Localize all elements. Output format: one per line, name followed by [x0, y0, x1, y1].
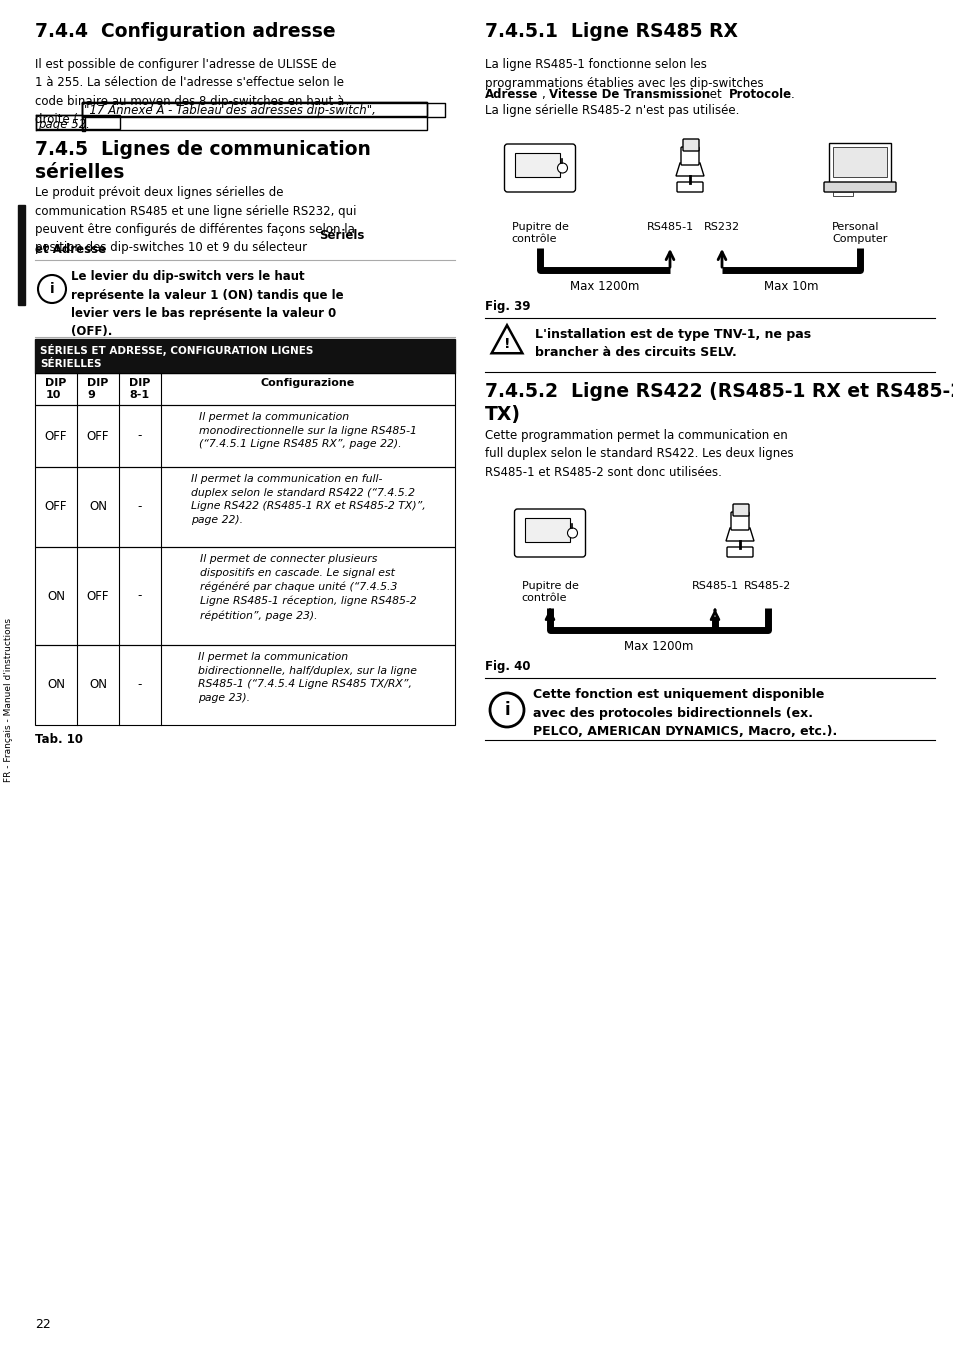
Text: Configurazione: Configurazione — [260, 378, 355, 389]
Text: DIP
8-1: DIP 8-1 — [130, 378, 151, 401]
Text: RS485-2: RS485-2 — [743, 581, 791, 590]
Text: "17 Annexe A - Tableau des adresses dip-switch",: "17 Annexe A - Tableau des adresses dip-… — [84, 104, 375, 116]
Text: OFF: OFF — [45, 501, 67, 513]
Text: Il permet la communication en full-
duplex selon le standard RS422 (“7.4.5.2
Lig: Il permet la communication en full- dupl… — [191, 474, 425, 525]
Polygon shape — [676, 162, 703, 176]
Bar — [832, 192, 852, 196]
Text: SÉRIELS ET ADRESSE, CONFIGURATION LIGNES
SÉRIELLES: SÉRIELS ET ADRESSE, CONFIGURATION LIGNES… — [40, 344, 313, 370]
Text: -: - — [137, 501, 142, 513]
Text: ON: ON — [89, 501, 107, 513]
Text: Tab. 10: Tab. 10 — [35, 733, 83, 746]
Text: 7.4.5.1  Ligne RS485 RX: 7.4.5.1 Ligne RS485 RX — [484, 22, 738, 41]
Text: RS485-1: RS485-1 — [691, 581, 738, 590]
Text: 7.4.5  Lignes de communication
sérielles: 7.4.5 Lignes de communication sérielles — [35, 139, 371, 181]
Text: Il permet de connecter plusieurs
dispositifs en cascade. Le signal est
régénéré : Il permet de connecter plusieurs disposi… — [199, 554, 416, 620]
Text: Le produit prévoit deux lignes sérielles de
communication RS485 et une ligne sér: Le produit prévoit deux lignes sérielles… — [35, 185, 356, 255]
Text: ).: ). — [81, 118, 90, 131]
Bar — [515, 153, 560, 177]
FancyBboxPatch shape — [504, 144, 575, 192]
Text: Pupitre de
contrôle: Pupitre de contrôle — [521, 581, 578, 604]
Text: Max 1200m: Max 1200m — [570, 280, 639, 292]
Text: .: . — [790, 88, 794, 102]
FancyBboxPatch shape — [514, 509, 585, 556]
Bar — [828, 144, 890, 183]
Text: Il est possible de configurer l'adresse de ULISSE de
1 à 255. La sélection de l': Il est possible de configurer l'adresse … — [35, 58, 344, 126]
FancyBboxPatch shape — [680, 148, 699, 165]
Text: Cette fonction est uniquement disponible
avec des protocoles bidirectionnels (ex: Cette fonction est uniquement disponible… — [533, 688, 837, 738]
Text: L'installation est de type TNV-1, ne pas
brancher à des circuits SELV.: L'installation est de type TNV-1, ne pas… — [535, 328, 810, 359]
Text: Adresse: Adresse — [484, 88, 537, 102]
FancyBboxPatch shape — [726, 547, 752, 556]
Text: DIP
10: DIP 10 — [45, 378, 67, 401]
Text: Il permet la communication
bidirectionnelle, half/duplex, sur la ligne
RS485-1 (: Il permet la communication bidirectionne… — [198, 653, 417, 703]
Text: -: - — [137, 678, 142, 692]
Text: i: i — [503, 701, 509, 719]
Text: ON: ON — [47, 589, 65, 603]
FancyBboxPatch shape — [682, 139, 699, 152]
Text: Pupitre de
contrôle: Pupitre de contrôle — [511, 222, 568, 245]
Polygon shape — [725, 528, 753, 542]
Text: FR - Français - Manuel d'instructions: FR - Français - Manuel d'instructions — [5, 617, 13, 783]
Circle shape — [567, 528, 577, 538]
Text: RS485-1: RS485-1 — [646, 222, 693, 232]
Text: i: i — [50, 282, 54, 297]
Bar — [525, 519, 570, 542]
Bar — [832, 148, 886, 177]
Text: -: - — [137, 429, 142, 443]
Text: !: ! — [503, 337, 510, 351]
FancyBboxPatch shape — [677, 181, 702, 192]
Text: Fig. 39: Fig. 39 — [484, 301, 530, 313]
Text: ON: ON — [47, 678, 65, 692]
Text: Max 10m: Max 10m — [763, 280, 818, 292]
Text: Sériels: Sériels — [318, 229, 364, 242]
Bar — [35, 372, 455, 405]
Text: Max 1200m: Max 1200m — [623, 640, 693, 653]
Text: Il permet la communication
monodirectionnelle sur la ligne RS485-1
(“7.4.5.1 Lig: Il permet la communication monodirection… — [199, 412, 416, 450]
Bar — [35, 338, 455, 372]
Bar — [18, 204, 25, 305]
FancyBboxPatch shape — [730, 512, 748, 529]
Text: 7.4.4  Configuration adresse: 7.4.4 Configuration adresse — [35, 22, 335, 41]
Text: et Adresse: et Adresse — [35, 242, 106, 256]
Text: et: et — [705, 88, 724, 102]
Text: DIP
9: DIP 9 — [88, 378, 109, 401]
Bar — [35, 645, 455, 724]
Text: RS232: RS232 — [703, 222, 740, 232]
Text: -: - — [137, 589, 142, 603]
Text: OFF: OFF — [87, 589, 110, 603]
Bar — [36, 115, 120, 129]
Text: Vitesse De Transmission: Vitesse De Transmission — [548, 88, 709, 102]
Text: OFF: OFF — [45, 429, 67, 443]
FancyBboxPatch shape — [732, 504, 748, 516]
Text: 22: 22 — [35, 1317, 51, 1331]
Text: La ligne sérielle RS485-2 n'est pas utilisée.: La ligne sérielle RS485-2 n'est pas util… — [484, 104, 739, 116]
Text: ON: ON — [89, 678, 107, 692]
Text: Le levier du dip-switch vers le haut
représente la valeur 1 (ON) tandis que le
l: Le levier du dip-switch vers le haut rep… — [71, 269, 343, 338]
Text: 7.4.5.2  Ligne RS422 (RS485-1 RX et RS485-2
TX): 7.4.5.2 Ligne RS422 (RS485-1 RX et RS485… — [484, 382, 953, 424]
Bar — [35, 405, 455, 467]
Bar — [82, 102, 427, 116]
Bar — [35, 467, 455, 547]
Bar — [35, 547, 455, 645]
Text: Cette programmation permet la communication en
full duplex selon le standard RS4: Cette programmation permet la communicat… — [484, 429, 793, 479]
Polygon shape — [491, 325, 522, 353]
Text: Fig. 40: Fig. 40 — [484, 659, 530, 673]
Text: .: . — [101, 242, 105, 256]
Text: La ligne RS485-1 fonctionne selon les
programmations établies avec les dip-switc: La ligne RS485-1 fonctionne selon les pr… — [484, 58, 762, 89]
Text: ,: , — [541, 88, 549, 102]
Circle shape — [557, 162, 567, 173]
Text: Protocole: Protocole — [728, 88, 791, 102]
Text: Personal
Computer: Personal Computer — [831, 222, 886, 245]
Text: page 52: page 52 — [38, 118, 86, 131]
Text: OFF: OFF — [87, 429, 110, 443]
FancyBboxPatch shape — [823, 181, 895, 192]
